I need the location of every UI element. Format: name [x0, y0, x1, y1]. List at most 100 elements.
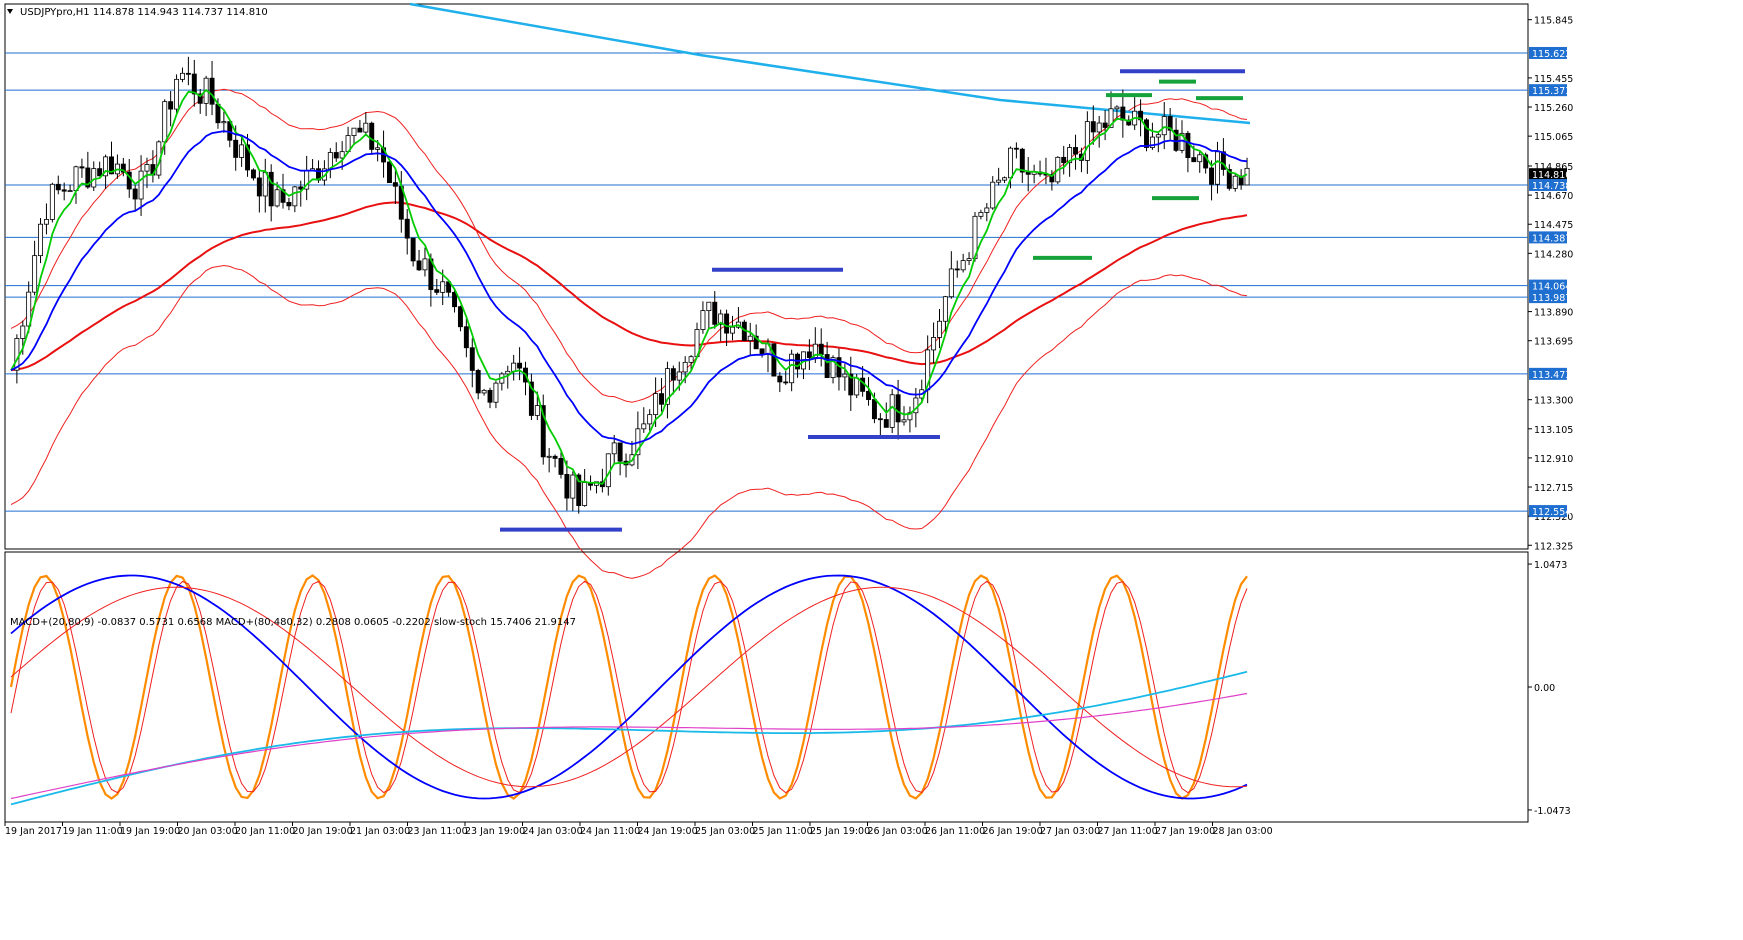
candle-body	[670, 368, 676, 381]
candle-body	[286, 201, 292, 207]
price-tick-label: 112.910	[1534, 454, 1573, 465]
candle-body	[1209, 167, 1215, 185]
candle-body	[1061, 156, 1067, 164]
candle-body	[966, 258, 972, 261]
candle-body	[1167, 116, 1173, 131]
chart-menu-triangle-icon[interactable]	[7, 9, 13, 14]
price-tick-label: 112.715	[1534, 483, 1573, 494]
candle-body	[558, 458, 564, 475]
candle-body	[511, 362, 517, 372]
level-label-bg	[1529, 291, 1567, 304]
candle-body	[1114, 106, 1120, 110]
time-tick-label: 27 Jan 19:00	[1155, 826, 1215, 837]
candle-body	[830, 357, 836, 378]
candle-body	[43, 219, 49, 225]
candle-body	[452, 291, 457, 308]
candle-body	[67, 190, 73, 193]
macd-slow-signal-line	[10, 692, 1248, 800]
level-label: 114.810	[1532, 170, 1571, 181]
candle-body	[664, 368, 670, 405]
candle-body	[363, 122, 369, 133]
price-tick-label: 114.670	[1534, 191, 1573, 202]
candle-body	[168, 101, 174, 110]
candle-body	[55, 183, 61, 191]
candle-body	[233, 139, 239, 158]
candle-body	[564, 473, 570, 499]
main-price-panel[interactable]	[4, 2, 1529, 579]
candle-body	[682, 361, 688, 373]
candle-body	[1013, 147, 1019, 150]
price-tick-label: 115.260	[1534, 103, 1573, 114]
candle-body	[191, 73, 197, 95]
time-tick-label: 23 Jan 19:00	[465, 826, 525, 837]
candle-body	[895, 394, 901, 423]
candle-body	[32, 255, 38, 293]
time-tick-label: 20 Jan 03:00	[178, 826, 238, 837]
sub-panel-header: MACD+(20,80,9) -0.0837 0.5731 0.6568 MAC…	[10, 617, 576, 628]
time-tick-label: 20 Jan 11:00	[235, 826, 295, 837]
candle-body	[209, 77, 215, 105]
candle-body	[883, 419, 889, 428]
candle-body	[85, 167, 91, 188]
candle-body	[1144, 119, 1149, 148]
ema-fast-line	[10, 88, 1248, 485]
level-label-bg	[1529, 84, 1567, 97]
time-tick-label: 20 Jan 19:00	[293, 826, 353, 837]
candle-body	[866, 390, 871, 400]
candle-body	[144, 164, 150, 172]
candle-body	[91, 168, 97, 188]
price-tick-label: 112.325	[1534, 541, 1573, 552]
price-tick-label: 113.300	[1534, 396, 1573, 407]
candle-body	[659, 393, 664, 405]
time-tick-label: 24 Jan 19:00	[638, 826, 698, 837]
candle-body	[339, 151, 345, 159]
price-tick-label: 114.475	[1534, 220, 1573, 231]
time-tick-label: 19 Jan 19:00	[120, 826, 180, 837]
candle-body	[889, 394, 895, 428]
candle-body	[103, 156, 109, 177]
candle-body	[1126, 119, 1132, 126]
candle-body	[647, 414, 653, 425]
candle-body	[818, 343, 824, 355]
candle-body	[517, 362, 523, 369]
candle-body	[138, 170, 144, 200]
candle-body	[97, 168, 103, 177]
candle-body	[718, 313, 724, 325]
candle-body	[700, 310, 706, 330]
candle-body	[274, 189, 280, 207]
long-ema-line	[409, 2, 1251, 125]
candle-body	[109, 156, 114, 175]
time-tick-label: 25 Jan 03:00	[695, 826, 755, 837]
candle-body	[250, 169, 256, 179]
price-tick-label: 115.065	[1534, 132, 1573, 143]
level-label: 114.064	[1532, 282, 1571, 293]
macd-slow-line	[10, 670, 1248, 806]
candle-body	[132, 188, 138, 200]
candle-body	[49, 183, 55, 220]
candle-body	[528, 381, 534, 416]
macd-fast-line	[10, 574, 1248, 800]
candle-body	[1197, 154, 1203, 163]
candle-body	[688, 356, 694, 363]
indicator-panel[interactable]	[4, 551, 1529, 823]
candle-body	[239, 144, 245, 158]
candle-body	[1008, 147, 1013, 179]
candle-body	[1108, 108, 1114, 128]
candle-body	[931, 337, 937, 351]
candle-body	[162, 101, 168, 143]
candle-body	[771, 343, 777, 377]
price-axis: 115.845 115.455 115.260 115.065 114.865 114.6…	[1528, 16, 1573, 817]
candle-body	[871, 399, 877, 420]
candle-body	[410, 237, 416, 262]
price-tick-label: 115.455	[1534, 74, 1573, 85]
candle-body	[570, 474, 576, 499]
candle-body	[753, 335, 759, 350]
time-tick-label: 19 Jan 2017	[5, 826, 62, 837]
candle-body	[351, 127, 357, 136]
candle-body	[481, 389, 487, 394]
lower-band-line	[10, 264, 1248, 579]
candle-body	[20, 325, 26, 339]
candle-body	[174, 78, 180, 110]
